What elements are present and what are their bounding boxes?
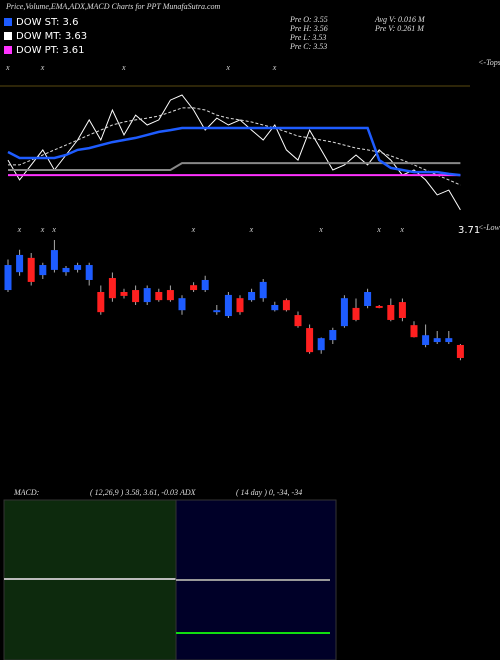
legend-swatch (4, 32, 12, 40)
candle-body (317, 338, 325, 351)
top-marker: x (5, 63, 10, 72)
low-marker: x (191, 225, 196, 234)
stat: Pre C: 3.53 (289, 42, 327, 51)
price-line (8, 107, 461, 186)
low-marker: x (376, 225, 381, 234)
low-marker: x (40, 225, 45, 234)
candle-body (236, 298, 244, 313)
candle-body (143, 288, 151, 303)
top-marker: x (225, 63, 230, 72)
candle-body (39, 265, 47, 276)
adx-params: ( 14 day ) 0, -34, -34 (236, 488, 302, 497)
candle-body (329, 330, 337, 341)
top-marker: x (272, 63, 277, 72)
candle-body (248, 292, 256, 301)
stat: Pre L: 3.53 (289, 33, 326, 42)
low-marker: x (399, 225, 404, 234)
candle-body (306, 328, 314, 353)
candle-body (155, 292, 163, 301)
low-marker: x (318, 225, 323, 234)
candle-body (398, 302, 406, 318)
candle-body (259, 281, 267, 299)
candle-body (108, 278, 116, 299)
candle-body (456, 344, 464, 358)
candle-body (97, 292, 105, 313)
macd-params: ( 12,26,9 ) 3.58, 3.61, -0.03 (90, 488, 178, 497)
candle-body (422, 335, 430, 345)
candle-body (132, 290, 140, 303)
candle-body (201, 279, 209, 291)
legend-label: DOW MT: 3.63 (16, 31, 87, 42)
candle-body (213, 310, 221, 313)
legend-label: DOW PT: 3.61 (16, 45, 85, 56)
price-label: 3.71 (458, 225, 480, 236)
candle-body (271, 305, 279, 311)
candle-body (294, 315, 302, 327)
low-marker: x (17, 225, 22, 234)
macd-label: MACD: (13, 488, 40, 497)
top-marker: x (40, 63, 45, 72)
stat: Pre O: 3.55 (289, 15, 328, 24)
lows-label: <-Lows (478, 223, 500, 232)
legend-swatch (4, 46, 12, 54)
candle-body (190, 285, 198, 291)
candle-body (62, 267, 70, 273)
candle-body (387, 305, 395, 320)
candle-body (282, 300, 290, 311)
candle-body (74, 265, 82, 270)
legend-label: DOW ST: 3.6 (16, 17, 78, 28)
candle-body (85, 265, 93, 280)
candle-body (340, 298, 348, 327)
top-marker: x (121, 63, 126, 72)
stat: Pre V: 0.261 M (374, 24, 425, 33)
candle-body (50, 250, 58, 270)
adx-label: ADX (179, 488, 197, 497)
low-marker: x (51, 225, 56, 234)
chart-title: Price,Volume,EMA,ADX,MACD Charts for PPT… (5, 2, 221, 11)
stat: Pre H: 3.56 (289, 24, 328, 33)
candle-body (4, 265, 12, 291)
stat: Avg V: 0.016 M (374, 15, 426, 24)
candle-body (120, 292, 128, 296)
candle-body (224, 294, 232, 317)
candle-body (445, 338, 453, 343)
price-line (7, 126, 461, 177)
candle-body (352, 307, 360, 320)
candle-body (410, 325, 418, 338)
candle-body (27, 257, 35, 282)
candle-body (375, 305, 383, 308)
tops-label: <-Tops (478, 58, 500, 67)
candle-body (433, 338, 441, 343)
candle-body (364, 292, 372, 306)
candle-body (178, 298, 186, 311)
price-line (7, 94, 461, 211)
legend-swatch (4, 18, 12, 26)
low-marker: x (249, 225, 254, 234)
candle-body (16, 254, 24, 273)
candle-body (166, 290, 174, 301)
